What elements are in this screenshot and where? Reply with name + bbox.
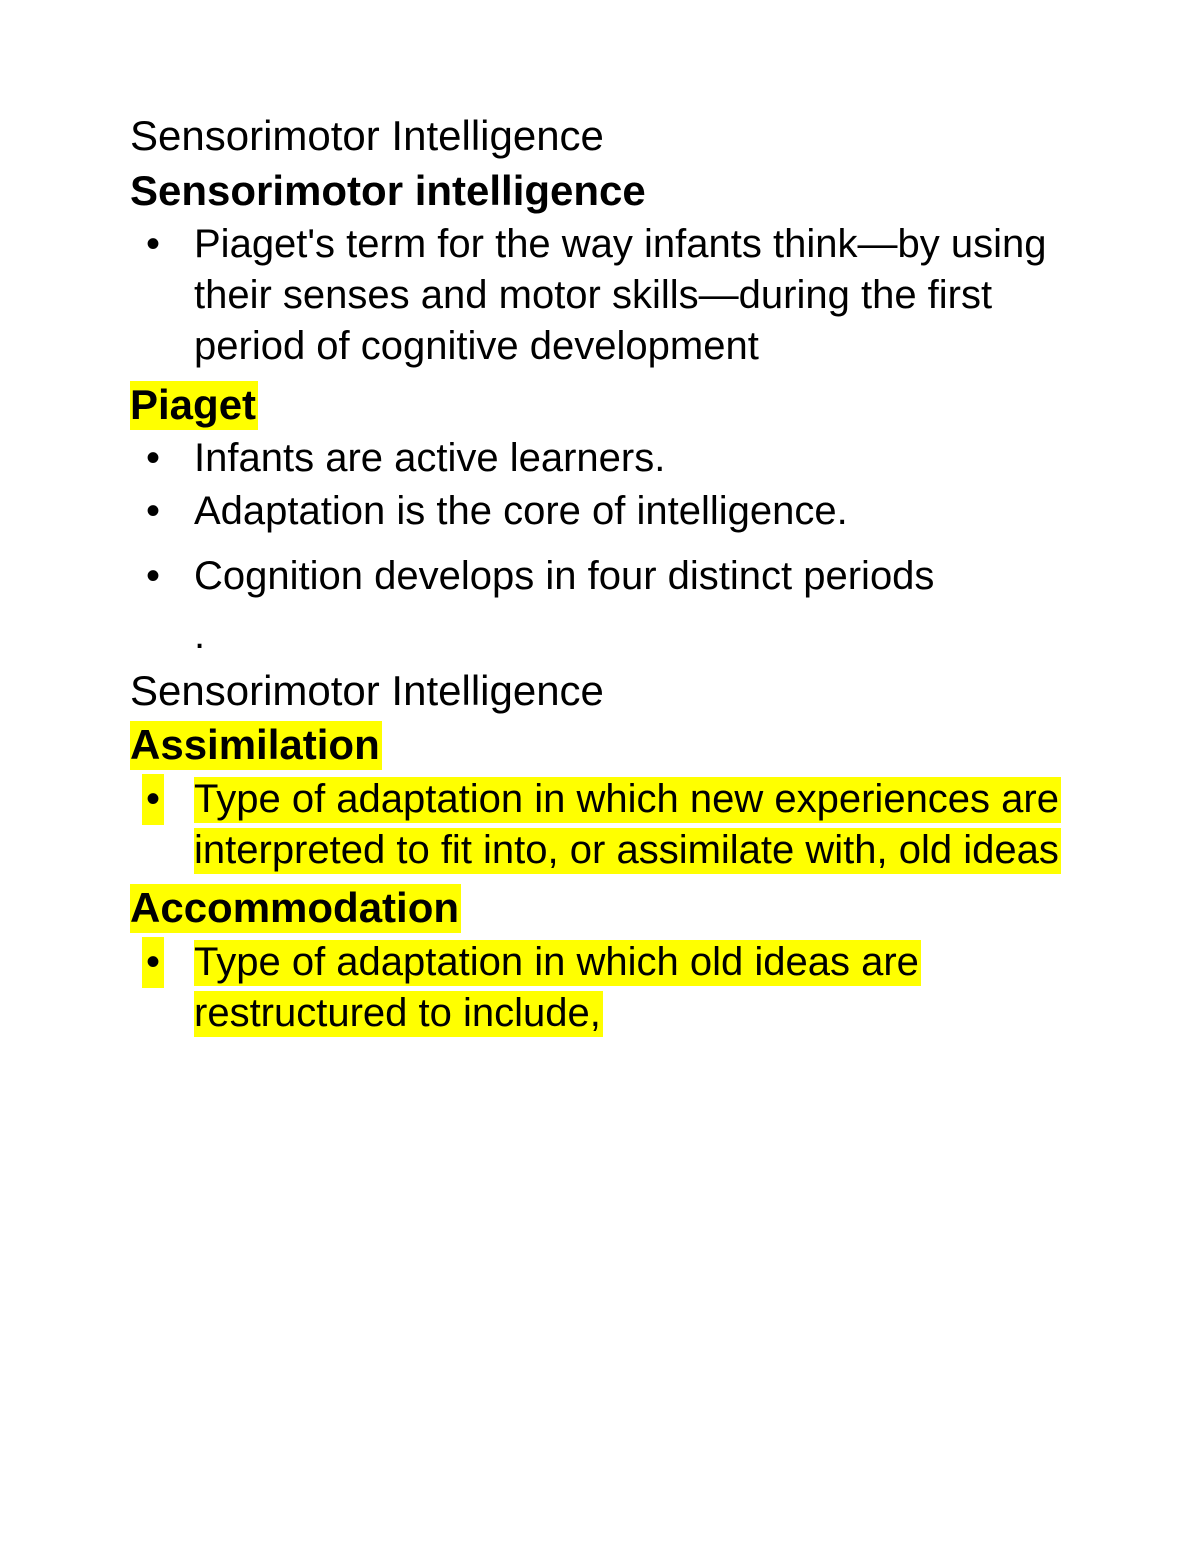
section-sensorimotor-2: Sensorimotor Intelligence Assimilation T… <box>130 665 1070 876</box>
section-heading-highlighted: Accommodation <box>130 882 1070 935</box>
bullet-list: Piaget's term for the way infants think—… <box>130 219 1070 373</box>
section-sensorimotor-1: Sensorimotor Intelligence Sensorimotor i… <box>130 110 1070 373</box>
bullet-list: Cognition develops in four distinct peri… <box>130 551 1070 602</box>
section-heading-highlighted: Assimilation <box>130 719 1070 772</box>
list-item: Cognition develops in four distinct peri… <box>130 551 1070 602</box>
list-item-highlighted: Type of adaptation in which new experien… <box>130 774 1070 876</box>
heading-text: Assimilation <box>130 721 382 770</box>
spacer <box>130 543 1070 551</box>
bullet-list: Type of adaptation in which old ideas ar… <box>130 937 1070 1039</box>
section-piaget: Piaget Infants are active learners. Adap… <box>130 379 1070 603</box>
dot-line: . <box>130 609 1070 661</box>
section-heading: Sensorimotor intelligence <box>130 165 1070 218</box>
list-item-highlighted: Type of adaptation in which old ideas ar… <box>130 937 1070 1039</box>
section-heading-highlighted: Piaget <box>130 379 1070 432</box>
list-item-text: Type of adaptation in which old ideas ar… <box>194 940 921 1037</box>
heading-text: Piaget <box>130 381 258 430</box>
heading-text: Accommodation <box>130 884 461 933</box>
section-accommodation: Accommodation Type of adaptation in whic… <box>130 882 1070 1039</box>
list-item: Adaptation is the core of intelligence. <box>130 486 1070 537</box>
section-title: Sensorimotor Intelligence <box>130 110 1070 163</box>
list-item: Piaget's term for the way infants think—… <box>130 219 1070 373</box>
list-item-text: Type of adaptation in which new experien… <box>194 777 1061 874</box>
list-item: Infants are active learners. <box>130 433 1070 484</box>
section-title: Sensorimotor Intelligence <box>130 665 1070 718</box>
bullet-list: Type of adaptation in which new experien… <box>130 774 1070 876</box>
bullet-list: Infants are active learners. Adaptation … <box>130 433 1070 537</box>
